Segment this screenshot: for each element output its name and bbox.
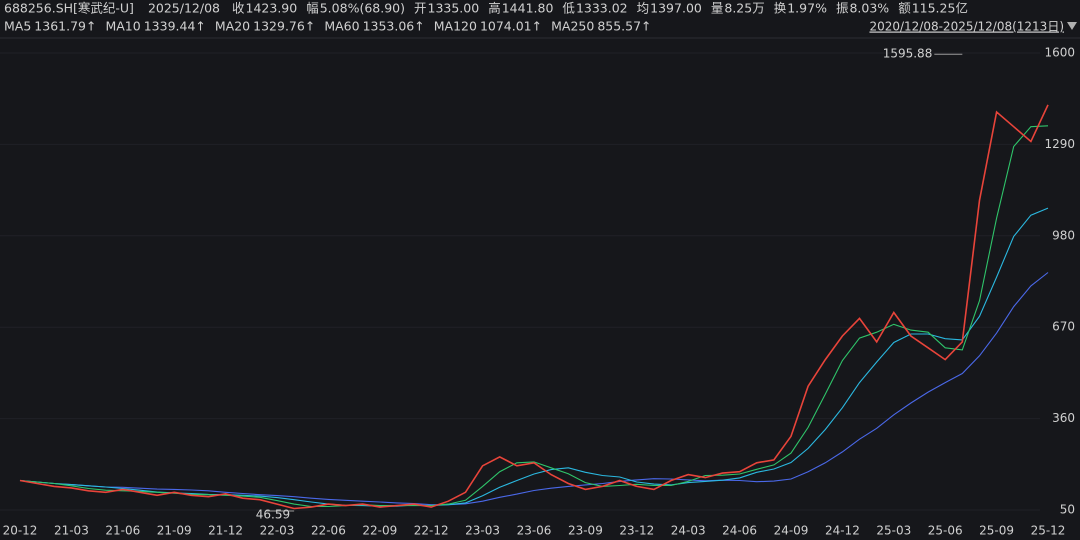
annotation: 1595.88 [883,47,933,61]
x-tick-label: 22-06 [311,524,346,538]
range-label: 2020/12/08-2025/12/08(1213日) [869,20,1064,34]
y-tick-label: 980 [1052,228,1075,242]
x-tick-label: 24-09 [774,524,809,538]
y-tick-label: 670 [1052,320,1075,334]
ticker: 688256.SH[寒武纪-U] [4,1,134,16]
x-tick-label: 24-12 [825,524,860,538]
quote-label: 收 [232,1,245,16]
x-tick-label: 22-03 [260,524,295,538]
quote-value: 1333.02 [576,1,628,16]
ma-name: MA10 [105,19,140,34]
quote-value: 115.25亿 [912,1,968,16]
x-tick-label: 25-03 [876,524,911,538]
x-tick-label: 23-09 [568,524,603,538]
quote-label: 振 [836,1,849,16]
y-tick-label: 360 [1052,411,1075,425]
quote-value: 8.03% [849,1,889,16]
x-tick-label: 24-06 [722,524,757,538]
quote-label: 开 [414,1,427,16]
ma-value: 1074.01↑ [480,19,542,34]
y-tick-label: 1600 [1044,46,1075,60]
x-tick-label: 25-12 [1031,524,1066,538]
x-tick-label: 21-06 [105,524,140,538]
ma-value: 1329.76↑ [253,19,315,34]
series-line [19,104,1049,510]
x-tick-label: 21-09 [157,524,192,538]
ma-value: 1361.79↑ [34,19,96,34]
quote-value: 1423.90 [246,1,298,16]
quote-value: 1397.00 [650,1,702,16]
x-tick-label: 20-12 [3,524,38,538]
series-line [19,272,1049,506]
range-arrow [1067,22,1077,30]
x-tick-label: 21-12 [208,524,243,538]
x-tick-label: 22-09 [362,524,397,538]
ma-name: MA120 [434,19,477,34]
x-tick-label: 25-09 [979,524,1014,538]
ma-name: MA60 [324,19,359,34]
x-tick-label: 25-06 [928,524,963,538]
quote-label: 均 [637,1,650,16]
annotation: 46.59 [256,508,290,522]
x-tick-label: 22-12 [414,524,449,538]
y-tick-label: 50 [1060,503,1075,517]
quote-label: 额 [898,1,911,16]
x-tick-label: 23-06 [517,524,552,538]
quote-value: 1.97% [787,1,827,16]
ma-name: MA5 [4,19,31,34]
quote-label: 低 [562,1,575,16]
quote-value: 5.08%(68.90) [320,1,405,16]
quote-label: 换 [774,1,787,16]
series-line [19,207,1049,507]
ma-name: MA250 [551,19,594,34]
x-tick-label: 21-03 [54,524,89,538]
ma-value: 855.57↑ [597,19,651,34]
ma-value: 1353.06↑ [363,19,425,34]
quote-label: 量 [711,1,724,16]
x-tick-label: 23-03 [465,524,500,538]
ma-value: 1339.44↑ [144,19,206,34]
quote-value: 8.25万 [724,1,764,16]
series-line [19,125,1049,508]
x-tick-label: 23-12 [619,524,654,538]
quote-value: 1335.00 [428,1,480,16]
quote-label: 幅 [306,1,319,16]
y-tick-label: 1290 [1044,137,1075,151]
x-tick-label: 24-03 [671,524,706,538]
quote-date: 2025/12/08 [148,1,220,16]
quote-label: 高 [488,1,501,16]
quote-value: 1441.80 [502,1,554,16]
ma-name: MA20 [215,19,250,34]
